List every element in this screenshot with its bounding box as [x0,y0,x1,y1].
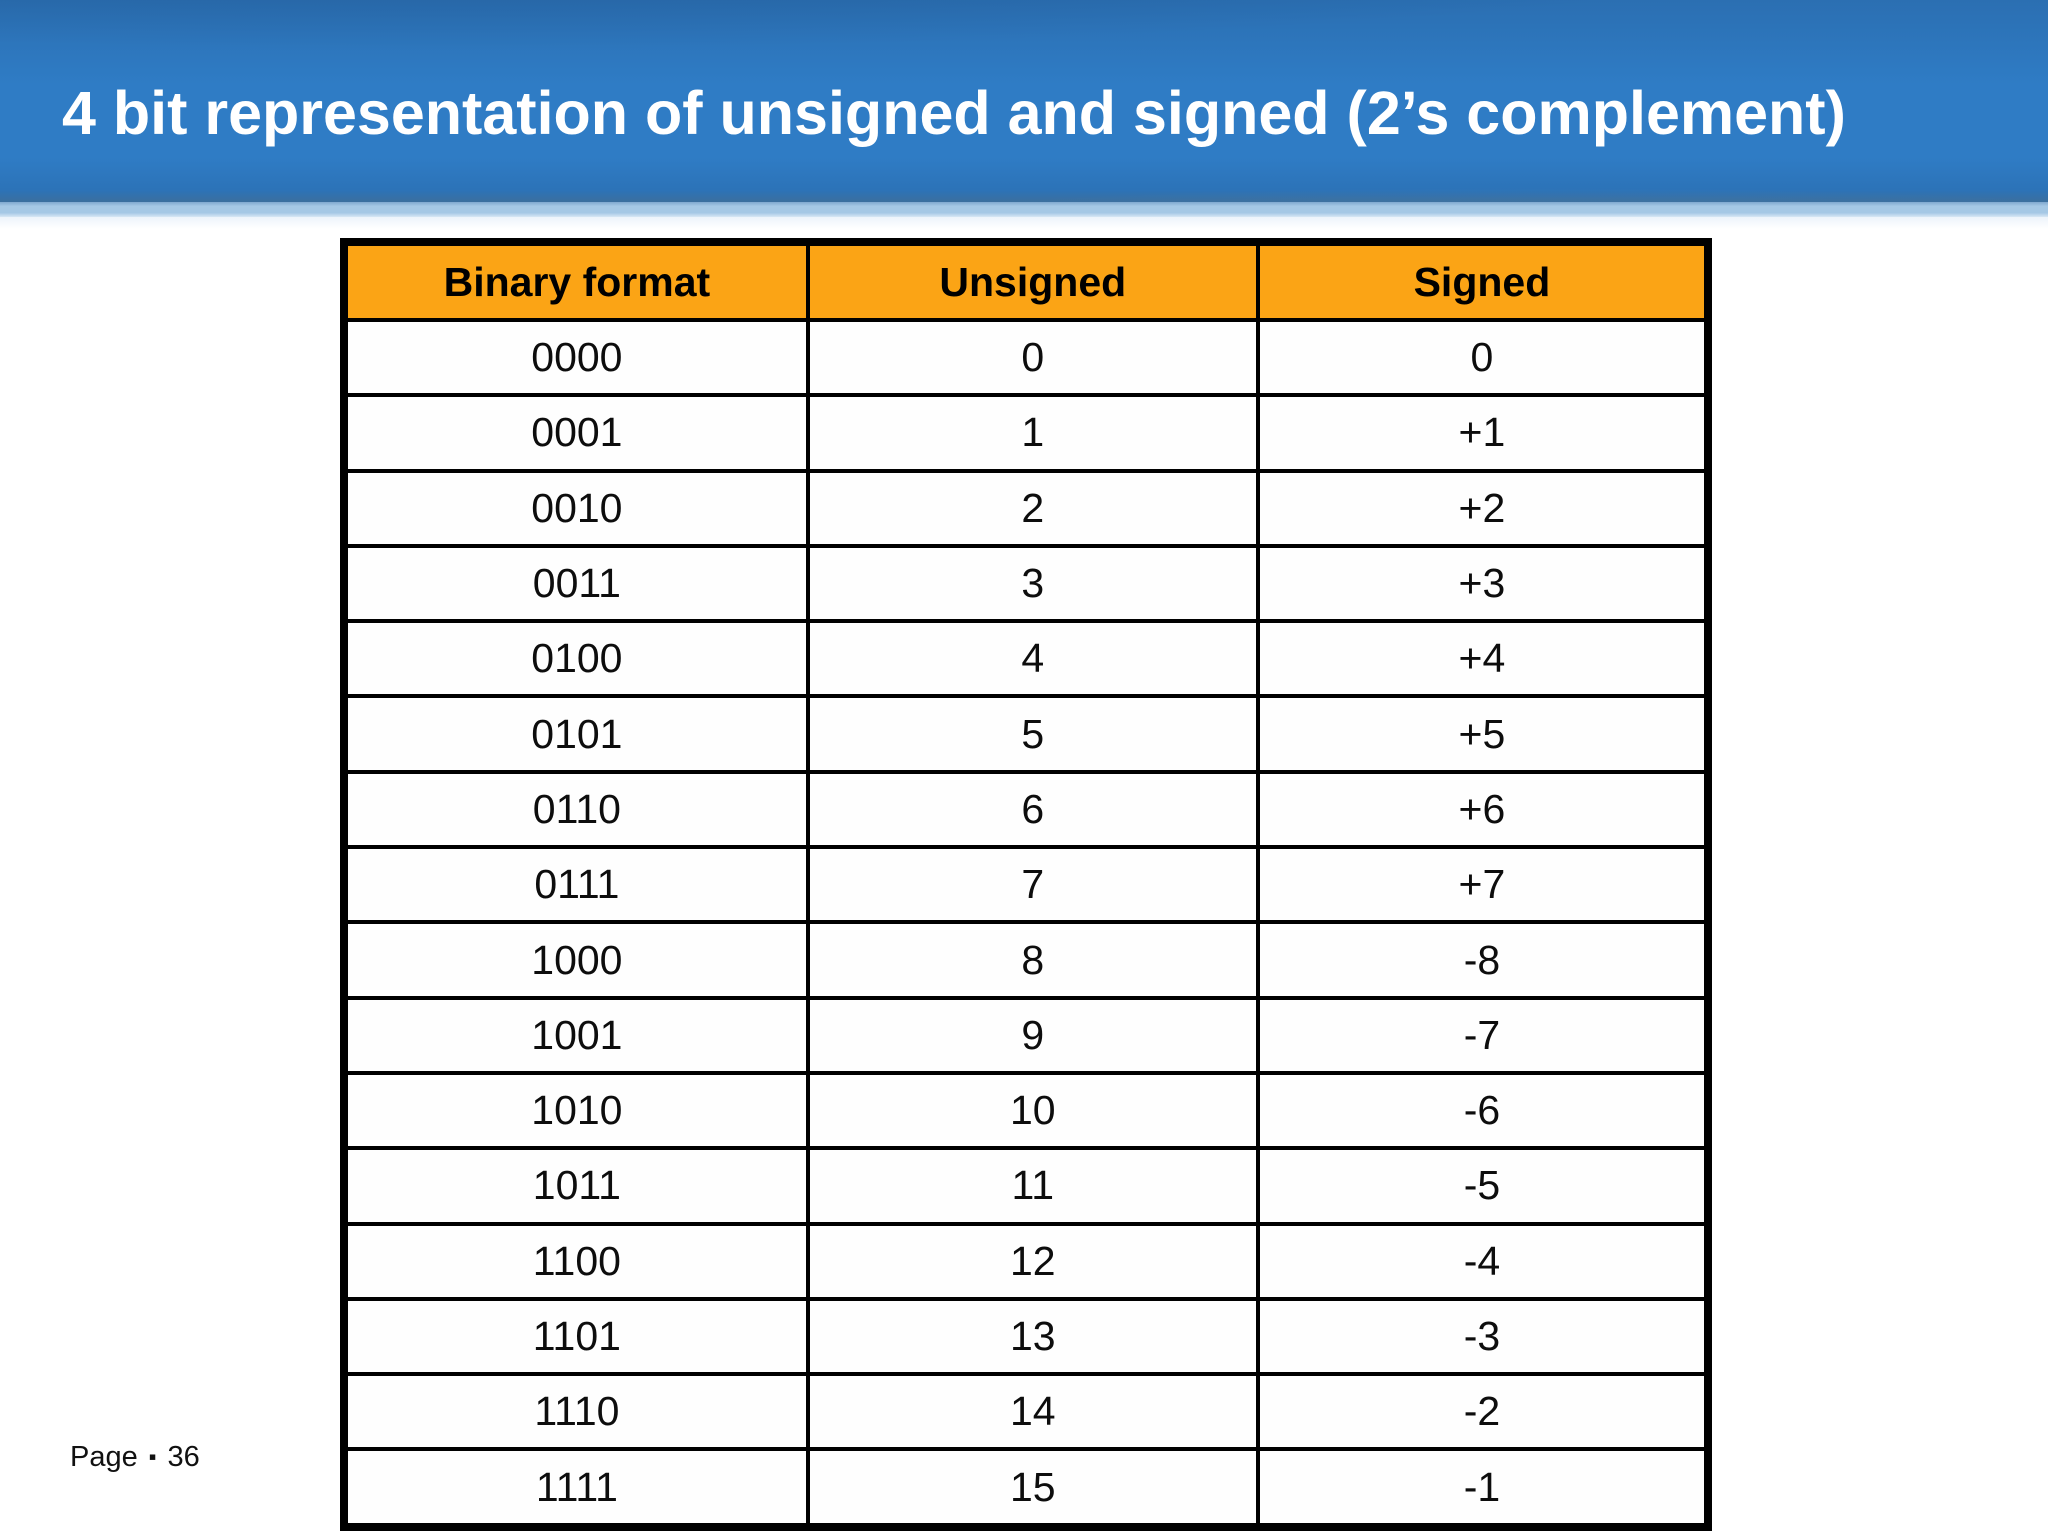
table-row: 0011 3 +3 [342,543,1711,624]
table-row: 1001 9 -7 [342,995,1711,1075]
table-cell: 3 [805,543,1260,624]
table-cell: 13 [805,1296,1260,1377]
table-cell: 1000 [342,920,810,1000]
table-cell: 1111 [342,1447,810,1529]
footer-bullet-icon: ▪ [148,1443,157,1469]
table-cell: -8 [1255,920,1711,1000]
table-cell: 0 [805,317,1260,398]
table-cell: 1110 [342,1372,810,1452]
table-row: 0100 4 +4 [342,619,1711,699]
table-cell: 0101 [342,694,810,774]
table-cell: 0011 [342,543,810,624]
table-row: 0010 2 +2 [342,468,1711,548]
table-cell: 1 [805,393,1260,473]
table-cell: -4 [1255,1221,1711,1301]
table-row: 0110 6 +6 [342,769,1711,850]
table-cell: -5 [1255,1146,1711,1226]
table-cell: 1010 [342,1070,810,1151]
page-label: Page [70,1441,138,1473]
table-cell: -1 [1255,1447,1711,1529]
table-cell: 1100 [342,1221,810,1301]
table-body: 0000 0 0 0001 1 +1 0010 2 +2 0011 3 +3 0100 4 +4 0101 5 +… [342,317,1711,1529]
table-cell: +1 [1255,393,1711,473]
table-header-row: Binary format Unsigned Signed [342,240,1711,322]
table-cell: -3 [1255,1296,1711,1377]
table-row: 0111 7 +7 [342,845,1711,925]
slide-content: Binary format Unsigned Signed 0000 0 0 0001 1 +… [340,238,1712,1531]
table-row: 0101 5 +5 [342,694,1711,774]
table-row: 1000 8 -8 [342,920,1711,1000]
table-cell: -7 [1255,995,1711,1075]
column-header-signed: Signed [1255,240,1711,322]
table-row: 1011 11 -5 [342,1146,1711,1226]
table-row: 0000 0 0 [342,317,1711,398]
table-cell: 0110 [342,769,810,850]
table-cell: 0 [1255,317,1711,398]
table-cell: 4 [805,619,1260,699]
table-cell: 2 [805,468,1260,548]
table-cell: 10 [805,1070,1260,1151]
table-cell: 14 [805,1372,1260,1452]
table-row: 1010 10 -6 [342,1070,1711,1151]
header-band-fade [0,217,2048,229]
page-number: 36 [167,1441,200,1473]
column-header-unsigned: Unsigned [805,240,1260,322]
table-cell: -6 [1255,1070,1711,1151]
header-accent-band [0,202,2048,217]
slide-title: 4 bit representation of unsigned and sig… [62,79,1846,147]
conversion-table: Binary format Unsigned Signed 0000 0 0 0001 1 +… [340,238,1712,1531]
table-cell: +7 [1255,845,1711,925]
table-cell: -2 [1255,1372,1711,1452]
table-row: 0001 1 +1 [342,393,1711,473]
table-cell: 11 [805,1146,1260,1226]
table-cell: 0111 [342,845,810,925]
table-cell: +4 [1255,619,1711,699]
page-footer: Page ▪ 36 [70,1441,200,1474]
slide-header: 4 bit representation of unsigned and sig… [0,0,2048,202]
table-row: 1111 15 -1 [342,1447,1711,1529]
table-row: 1101 13 -3 [342,1296,1711,1377]
table-cell: 0010 [342,468,810,548]
table-cell: 7 [805,845,1260,925]
column-header-binary-format: Binary format [342,240,810,322]
table-cell: +5 [1255,694,1711,774]
table-cell: 0100 [342,619,810,699]
table-cell: 1101 [342,1296,810,1377]
table-cell: 0000 [342,317,810,398]
table-cell: +2 [1255,468,1711,548]
table-cell: 0001 [342,393,810,473]
table-cell: +3 [1255,543,1711,624]
table-cell: 9 [805,995,1260,1075]
table-cell: +6 [1255,769,1711,850]
table-row: 1110 14 -2 [342,1372,1711,1452]
table-cell: 12 [805,1221,1260,1301]
table-cell: 1011 [342,1146,810,1226]
table-row: 1100 12 -4 [342,1221,1711,1301]
table-cell: 8 [805,920,1260,1000]
table-cell: 1001 [342,995,810,1075]
table-header: Binary format Unsigned Signed [342,240,1711,322]
table-cell: 15 [805,1447,1260,1529]
table-cell: 6 [805,769,1260,850]
table-cell: 5 [805,694,1260,774]
